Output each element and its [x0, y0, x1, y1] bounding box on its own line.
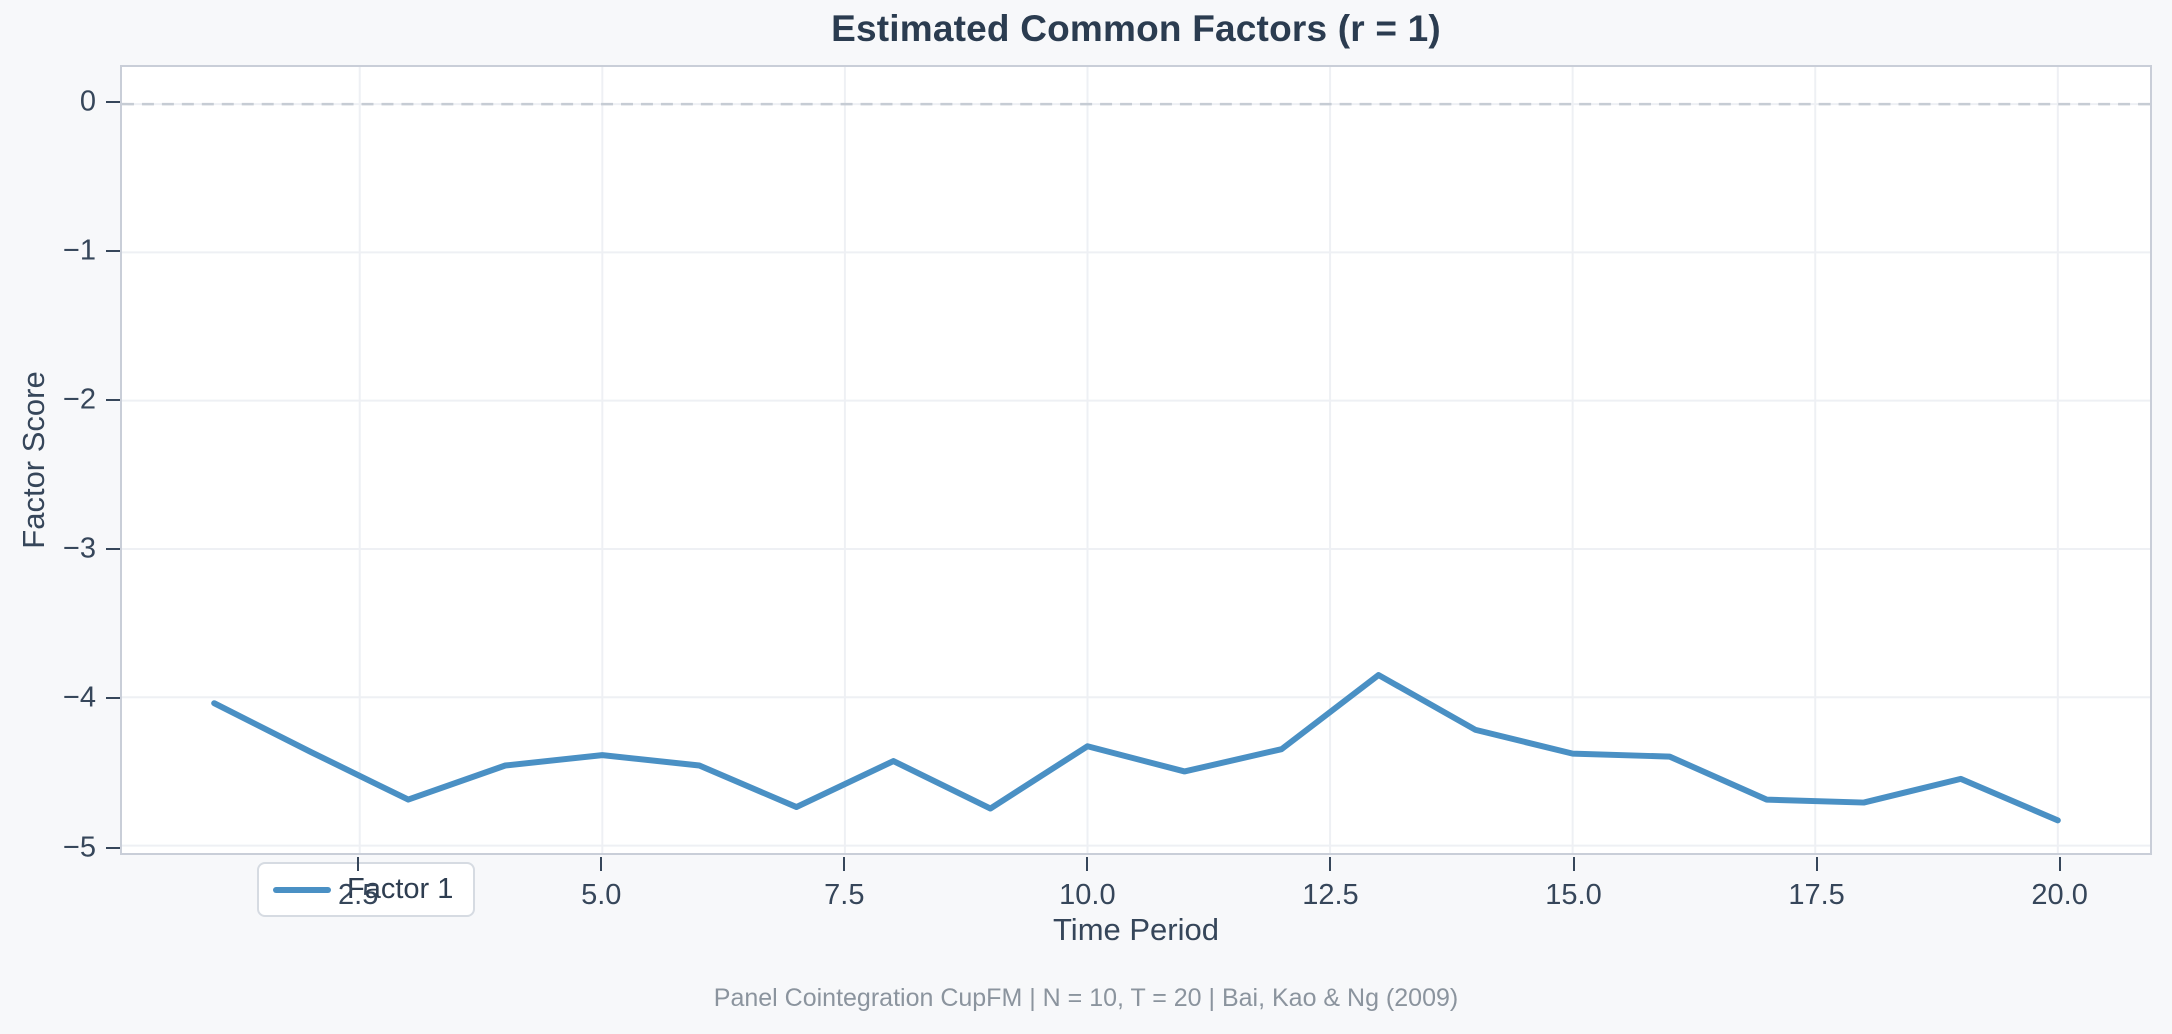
- legend: Factor 1: [257, 862, 476, 917]
- y-axis: 0 −1 −2 −3 −4 −5: [0, 65, 120, 863]
- chart-caption: Panel Cointegration CupFM | N = 10, T = …: [713, 984, 1459, 1012]
- x-tick-mark: [1329, 857, 1332, 871]
- series-line: [211, 672, 2061, 824]
- chart-title: Estimated Common Factors (r = 1): [831, 8, 1441, 49]
- x-tick-label: 12.5: [1302, 879, 1359, 911]
- y-tick-label: −2: [62, 383, 96, 416]
- x-axis: 2.5 5.0 7.5 10.0 12.5 15.0 17.5 20.0: [120, 855, 2152, 925]
- y-tick-label: −3: [62, 532, 96, 565]
- y-tick-label: −4: [62, 681, 96, 714]
- x-axis-title: Time Period: [1053, 912, 1219, 947]
- y-tick-mark: [106, 101, 120, 104]
- y-tick-mark: [106, 250, 120, 253]
- y-tick-mark: [106, 697, 120, 700]
- x-tick-mark: [1815, 857, 1818, 871]
- x-tick-mark: [1572, 857, 1575, 871]
- y-tick-label: 0: [79, 85, 96, 118]
- x-tick-mark: [843, 857, 846, 871]
- x-tick-label: 20.0: [2031, 879, 2088, 911]
- plot-area: Factor 1: [120, 65, 2152, 917]
- gridlines: [122, 67, 2150, 853]
- x-tick-mark: [2058, 857, 2061, 871]
- y-tick-label: −5: [62, 831, 96, 864]
- x-tick-label: 15.0: [1545, 879, 1602, 911]
- legend-label: Factor 1: [347, 873, 454, 905]
- series-lines: [211, 672, 2061, 824]
- x-tick-label: 17.5: [1788, 879, 1845, 911]
- legend-line-swatch: [273, 886, 331, 893]
- x-tick-label: 5.0: [581, 879, 622, 911]
- plot-svg: [122, 67, 2150, 853]
- y-axis-title: Factor Score: [16, 371, 51, 549]
- y-tick-mark: [106, 548, 120, 551]
- y-tick-mark: [106, 846, 120, 849]
- x-tick-mark: [600, 857, 603, 871]
- y-tick-label: −1: [62, 234, 96, 267]
- x-tick-label: 2.5: [338, 879, 379, 911]
- x-tick-label: 10.0: [1059, 879, 1116, 911]
- y-tick-mark: [106, 399, 120, 402]
- x-tick-mark: [357, 857, 360, 871]
- x-tick-label: 7.5: [824, 879, 865, 911]
- x-tick-mark: [1086, 857, 1089, 871]
